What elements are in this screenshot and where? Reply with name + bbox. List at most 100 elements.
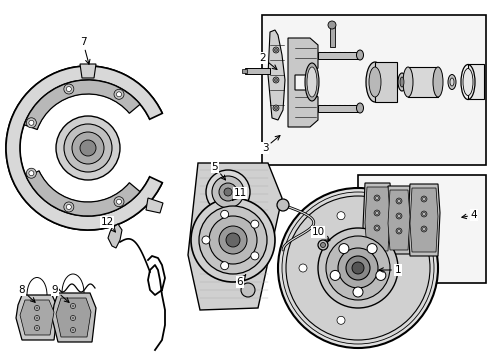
Circle shape [329, 270, 340, 280]
Circle shape [274, 49, 277, 51]
Circle shape [373, 195, 379, 201]
Text: 3: 3 [261, 135, 280, 153]
Circle shape [420, 211, 426, 217]
Circle shape [116, 199, 121, 204]
Bar [317, 105, 359, 112]
Circle shape [72, 317, 74, 319]
Ellipse shape [399, 77, 403, 87]
Circle shape [70, 328, 75, 333]
Circle shape [325, 236, 389, 300]
Text: 10: 10 [311, 227, 329, 241]
Circle shape [422, 228, 425, 230]
Circle shape [26, 118, 36, 128]
Text: 5: 5 [211, 162, 225, 180]
Circle shape [422, 198, 425, 201]
Circle shape [116, 92, 121, 97]
Polygon shape [362, 183, 391, 255]
Text: 7: 7 [80, 37, 90, 64]
Circle shape [337, 248, 377, 288]
Circle shape [224, 188, 231, 196]
Polygon shape [364, 187, 389, 251]
Polygon shape [287, 38, 317, 127]
Circle shape [70, 315, 75, 320]
Polygon shape [146, 198, 163, 213]
Circle shape [250, 252, 258, 260]
Ellipse shape [397, 73, 405, 91]
Circle shape [272, 105, 279, 111]
Text: 2: 2 [259, 53, 276, 69]
Ellipse shape [449, 78, 453, 86]
Circle shape [72, 329, 74, 331]
Circle shape [276, 199, 288, 211]
Circle shape [220, 210, 228, 218]
Text: 8: 8 [19, 285, 35, 302]
Circle shape [366, 244, 376, 253]
Circle shape [64, 202, 74, 212]
Polygon shape [108, 224, 122, 248]
Bar [357, 175, 485, 283]
Circle shape [351, 262, 363, 274]
Circle shape [191, 198, 274, 282]
Circle shape [36, 317, 38, 319]
Ellipse shape [402, 67, 412, 97]
Circle shape [241, 283, 254, 297]
Circle shape [212, 176, 244, 208]
Circle shape [70, 303, 75, 309]
Text: 11: 11 [232, 188, 246, 201]
Circle shape [208, 216, 257, 264]
Ellipse shape [432, 67, 442, 97]
Circle shape [225, 233, 240, 247]
Circle shape [272, 77, 279, 83]
Polygon shape [56, 298, 91, 337]
Circle shape [219, 183, 237, 201]
Circle shape [64, 84, 74, 94]
Circle shape [35, 325, 40, 330]
Circle shape [80, 140, 96, 156]
Wedge shape [6, 66, 162, 230]
Polygon shape [16, 295, 58, 340]
Ellipse shape [365, 62, 383, 102]
Circle shape [29, 120, 34, 125]
Bar [244, 68, 269, 74]
Polygon shape [267, 30, 285, 120]
Circle shape [395, 213, 401, 219]
Circle shape [346, 256, 369, 280]
Text: 9: 9 [52, 285, 69, 302]
Circle shape [35, 306, 40, 310]
Circle shape [66, 86, 71, 91]
Polygon shape [187, 163, 282, 310]
Circle shape [397, 215, 400, 217]
Circle shape [250, 220, 258, 228]
Circle shape [375, 212, 378, 215]
Circle shape [199, 206, 266, 274]
Circle shape [114, 197, 124, 207]
Bar [374, 62, 396, 102]
Circle shape [336, 212, 345, 220]
Circle shape [72, 305, 74, 307]
Circle shape [29, 171, 34, 176]
Text: 6: 6 [236, 275, 245, 287]
Ellipse shape [305, 63, 318, 101]
Bar [317, 52, 359, 59]
Circle shape [219, 226, 246, 254]
Circle shape [352, 287, 362, 297]
Text: 1: 1 [378, 265, 401, 275]
Circle shape [338, 244, 348, 253]
Polygon shape [80, 64, 96, 78]
Bar [467, 64, 483, 99]
Polygon shape [409, 188, 437, 252]
Circle shape [220, 262, 228, 270]
Circle shape [395, 198, 401, 204]
Circle shape [36, 327, 38, 329]
Wedge shape [26, 171, 140, 216]
Circle shape [317, 240, 327, 250]
Ellipse shape [462, 68, 472, 95]
Circle shape [272, 47, 279, 53]
Bar [242, 69, 246, 73]
Polygon shape [20, 300, 54, 335]
Ellipse shape [368, 67, 380, 97]
Circle shape [114, 89, 124, 99]
Circle shape [373, 210, 379, 216]
Circle shape [420, 196, 426, 202]
Bar [329, 25, 334, 47]
